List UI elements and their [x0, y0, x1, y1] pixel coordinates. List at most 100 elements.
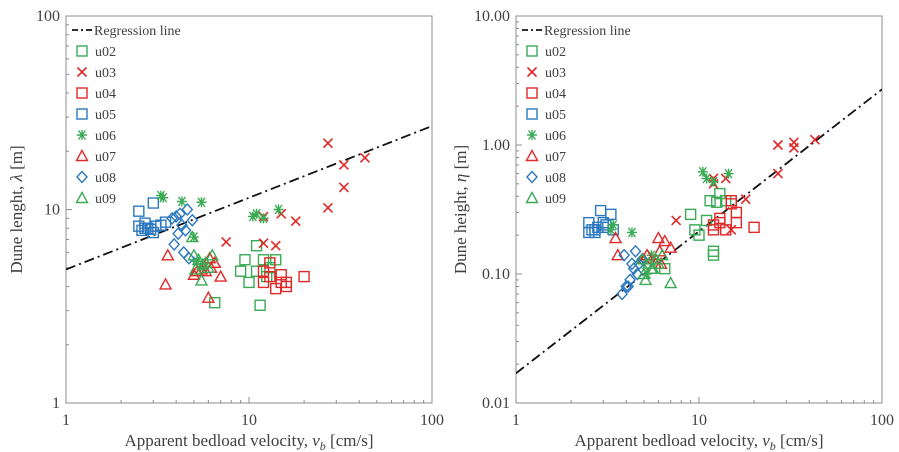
- data-point-u02: [243, 276, 255, 289]
- data-point-u03: [221, 236, 232, 247]
- data-point-u09: [655, 248, 669, 261]
- data-point-u02: [234, 265, 247, 277]
- legend-swatch-u05: [76, 108, 88, 120]
- legend-label-u07: u07: [545, 150, 566, 165]
- data-point-u06: [723, 168, 734, 179]
- data-point-u02: [254, 299, 266, 311]
- legend-label-u03: u03: [95, 66, 116, 81]
- data-point-u03: [290, 216, 301, 227]
- data-point-u07: [658, 234, 672, 247]
- data-point-u09: [187, 248, 201, 261]
- data-point-u09: [635, 252, 649, 265]
- legend-label-u06: u06: [95, 129, 116, 144]
- data-point-u08: [177, 245, 190, 259]
- legend-swatch-u04: [76, 87, 88, 99]
- data-point-u08: [175, 218, 188, 232]
- data-point-u09: [185, 230, 199, 243]
- data-point-u03: [338, 182, 349, 193]
- data-point-u09: [663, 276, 678, 289]
- data-point-u02: [270, 254, 282, 266]
- x-tick-label: 100: [870, 412, 894, 429]
- legend-label-u09: u09: [545, 192, 566, 207]
- data-point-u08: [636, 252, 649, 266]
- data-point-u02: [257, 254, 270, 266]
- data-point-u08: [166, 211, 179, 225]
- data-point-u07: [651, 231, 666, 244]
- data-point-u07: [201, 290, 216, 303]
- legend-swatch-u08: [76, 170, 88, 184]
- legend-swatch-u07: [525, 149, 539, 162]
- data-point-u05: [586, 224, 598, 236]
- data-point-u09: [196, 257, 210, 270]
- data-point-u08: [618, 248, 631, 262]
- data-point-u08: [172, 227, 185, 241]
- legend-label-u05: u05: [545, 108, 566, 123]
- data-point-u05: [583, 226, 595, 239]
- legend-swatch-u04: [526, 87, 538, 99]
- data-point-u08: [170, 209, 183, 224]
- data-point-u09: [205, 248, 219, 261]
- data-point-u07: [608, 231, 623, 244]
- data-points: [583, 134, 820, 301]
- legend-swatch-u09: [75, 191, 89, 204]
- legend-label-u04: u04: [545, 87, 566, 102]
- data-point-u06: [608, 219, 619, 230]
- data-point-u09: [651, 256, 666, 269]
- data-point-u06: [188, 232, 199, 243]
- data-points: [133, 138, 370, 311]
- data-point-u09: [646, 261, 660, 274]
- data-point-u06: [697, 166, 708, 177]
- legend-swatch-u06: [77, 130, 87, 140]
- data-point-u04: [707, 219, 720, 231]
- data-point-u02: [693, 229, 705, 241]
- data-point-u06: [158, 192, 169, 203]
- data-point-u02: [684, 208, 697, 221]
- data-point-u04: [264, 257, 276, 269]
- data-point-u03: [322, 202, 334, 213]
- data-point-u07: [199, 264, 213, 277]
- plot-frame: [65, 15, 433, 404]
- data-point-u08: [174, 207, 187, 221]
- data-point-u05: [133, 205, 145, 217]
- data-point-u03: [258, 238, 269, 249]
- data-point-u04: [720, 224, 732, 236]
- y-tick-label: 0.01: [482, 395, 510, 412]
- x-axis-title: Apparent bedload velocity, vb [cm/s]: [125, 431, 374, 452]
- data-point-u04: [714, 212, 726, 225]
- data-point-u03: [359, 152, 370, 163]
- data-point-u06: [251, 208, 262, 219]
- y-tick-label: 100: [36, 8, 60, 25]
- legend-label-regression: Regression line: [544, 24, 631, 39]
- data-point-u06: [176, 196, 187, 207]
- data-point-u02: [704, 195, 716, 207]
- data-point-u05: [136, 224, 148, 237]
- data-point-u03: [740, 194, 751, 205]
- data-point-u05: [147, 197, 160, 209]
- legend-label-u09: u09: [95, 192, 116, 207]
- plot-frame: [515, 15, 883, 404]
- data-point-u06: [708, 176, 719, 187]
- data-point-u02: [711, 196, 723, 208]
- data-point-u06: [192, 256, 203, 267]
- data-point-u08: [179, 223, 192, 237]
- data-point-u09: [638, 272, 653, 286]
- legend-swatch-u06: [527, 130, 537, 140]
- data-point-u06: [626, 227, 637, 238]
- data-point-u08: [183, 251, 195, 265]
- legend: Regression line u02 u03 u04 u05 u06 u07 u08 u09: [72, 24, 181, 207]
- legend-swatch-u03: [76, 66, 88, 78]
- y-axis-title: Dune height, η [m]: [451, 145, 470, 274]
- data-point-u06: [646, 250, 657, 261]
- data-point-u02: [714, 187, 726, 200]
- data-point-u07: [213, 269, 228, 282]
- data-point-u03: [338, 159, 349, 170]
- data-point-u06: [247, 211, 258, 222]
- legend-label-u07: u07: [95, 150, 116, 165]
- data-point-u07: [203, 251, 217, 264]
- data-point-u03: [772, 139, 784, 151]
- x-tick-label: 10: [691, 412, 707, 429]
- data-point-u03: [671, 215, 682, 226]
- data-point-u06: [701, 173, 712, 184]
- data-point-u09: [194, 273, 209, 286]
- legend-label-u05: u05: [95, 108, 116, 123]
